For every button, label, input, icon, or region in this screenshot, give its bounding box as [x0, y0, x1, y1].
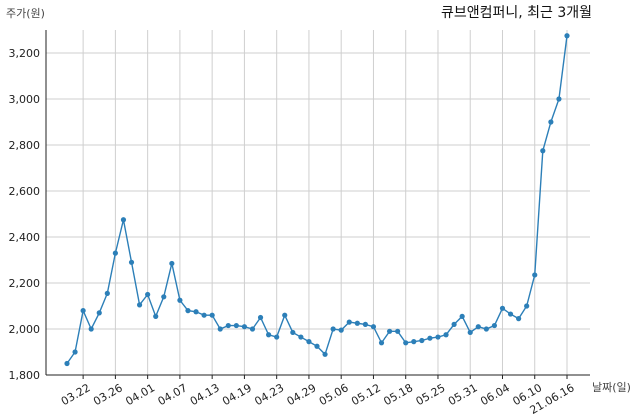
- series-line: [66, 35, 568, 364]
- data-point: [225, 322, 231, 329]
- y-tick-label: 2,200: [9, 277, 41, 290]
- data-point: [112, 250, 118, 256]
- chart-title: 큐브앤컴퍼니, 최근 3개월: [441, 5, 592, 21]
- data-point: [346, 319, 352, 325]
- y-tick-label: 1,800: [9, 369, 41, 382]
- data-point: [532, 272, 538, 278]
- data-point: [411, 339, 417, 345]
- x-tick-label: 05.18: [381, 381, 415, 408]
- y-tick-label: 3,200: [9, 47, 41, 60]
- data-point: [217, 326, 223, 332]
- x-tick-label: 05.06: [317, 381, 351, 408]
- data-point: [136, 302, 143, 308]
- data-point: [128, 259, 135, 265]
- x-tick-label: 05.12: [349, 381, 383, 408]
- data-point: [266, 332, 272, 338]
- data-point: [564, 33, 570, 39]
- data-point: [548, 119, 554, 125]
- data-point: [403, 340, 409, 346]
- y-tick-label: 2,600: [9, 185, 41, 198]
- data-point: [257, 314, 264, 321]
- data-point: [185, 308, 191, 314]
- axes: [45, 30, 590, 379]
- data-point: [362, 321, 368, 327]
- y-tick-label: 2,000: [9, 323, 41, 336]
- data-point: [443, 332, 449, 338]
- data-point: [499, 305, 506, 311]
- data-point: [516, 316, 522, 322]
- x-tick-label: 04.07: [156, 381, 190, 408]
- data-point: [322, 351, 328, 357]
- data-point: [145, 291, 151, 298]
- data-point: [233, 322, 239, 329]
- y-tick-labels: 1,800 2,000 2,200 2,400 2,600 2,800 3,000 3,200: [9, 47, 41, 382]
- data-point: [104, 290, 110, 296]
- data-point: [524, 303, 530, 309]
- data-point: [201, 312, 207, 318]
- x-axis-title: 날짜(일): [592, 380, 631, 394]
- grid-lines: [46, 30, 590, 376]
- data-point: [451, 321, 457, 327]
- data-point: [459, 313, 465, 319]
- data-point: [386, 328, 393, 334]
- y-tick-label: 3,000: [9, 93, 41, 106]
- data-point: [435, 334, 441, 340]
- data-point: [419, 337, 425, 344]
- data-point: [507, 311, 514, 317]
- data-point: [314, 343, 320, 349]
- data-point: [241, 324, 248, 330]
- data-point: [161, 294, 167, 300]
- data-point: [483, 326, 489, 332]
- data-point: [274, 334, 280, 340]
- x-tick-label: 04.01: [123, 381, 157, 408]
- y-tick-label: 2,800: [9, 139, 41, 152]
- data-point: [370, 324, 377, 330]
- x-tick-label: 04.19: [220, 381, 254, 408]
- data-point: [177, 297, 183, 303]
- data-point: [338, 327, 344, 333]
- data-point: [427, 335, 433, 341]
- x-tick-label: 03.26: [91, 381, 125, 408]
- x-tick-label: 04.13: [188, 381, 222, 408]
- price-series: [64, 33, 570, 367]
- data-point: [193, 309, 199, 315]
- x-tick-labels: 03.2203.2604.0104.0704.1304.1904.2304.29…: [59, 381, 577, 417]
- data-point: [306, 339, 312, 345]
- data-point: [282, 312, 288, 318]
- data-point: [209, 312, 215, 318]
- data-point: [153, 313, 159, 319]
- data-point: [378, 340, 385, 346]
- data-point: [169, 260, 175, 267]
- x-tick-label: 03.22: [59, 381, 93, 408]
- data-point: [354, 320, 360, 326]
- data-point: [88, 326, 94, 332]
- data-point: [475, 324, 481, 330]
- data-point: [80, 308, 86, 314]
- data-point: [556, 96, 562, 102]
- x-tick-label: 04.29: [285, 381, 319, 408]
- data-point: [330, 326, 336, 332]
- x-tick-label: 05.25: [414, 381, 448, 408]
- data-point: [290, 329, 296, 336]
- data-point: [491, 322, 498, 329]
- x-tick-label: 06.04: [478, 381, 512, 408]
- data-point: [96, 310, 102, 316]
- x-tick-label: 05.31: [446, 381, 480, 408]
- data-point: [64, 360, 70, 367]
- y-axis-title: 주가(원): [6, 7, 45, 20]
- data-point: [298, 334, 304, 340]
- data-point: [120, 217, 127, 223]
- data-point: [249, 326, 256, 332]
- data-point: [540, 148, 546, 154]
- data-point: [395, 328, 401, 334]
- x-tick-label: 04.23: [252, 381, 286, 408]
- data-point: [72, 349, 78, 355]
- data-point: [467, 329, 473, 336]
- y-tick-label: 2,400: [9, 231, 41, 244]
